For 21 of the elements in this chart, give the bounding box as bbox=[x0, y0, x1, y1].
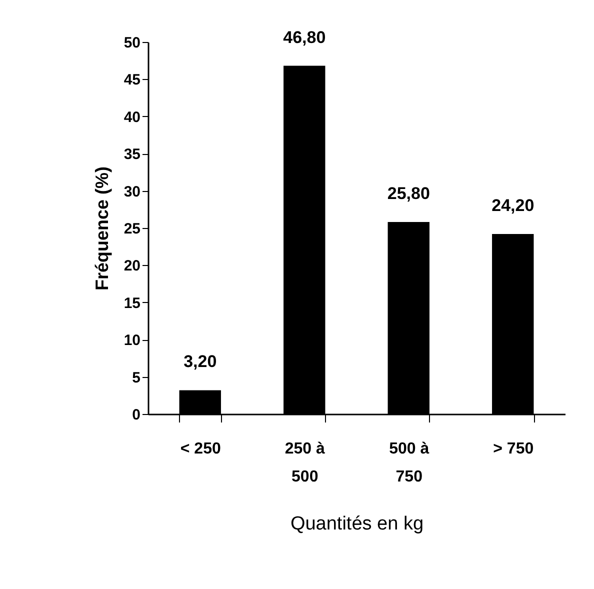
x-tick-label: < 250 bbox=[180, 440, 221, 458]
data-label: 3,20 bbox=[184, 352, 217, 372]
data-label: 46,80 bbox=[283, 28, 326, 47]
x-tick-label: 250 à 500 bbox=[284, 440, 325, 486]
y-tick-label: 40 bbox=[124, 108, 140, 126]
y-tick-label: 25 bbox=[124, 220, 140, 238]
x-tick-label: 500 à 750 bbox=[389, 440, 430, 486]
y-axis-title: Fréquence (%) bbox=[92, 166, 112, 291]
y-tick-label: 45 bbox=[124, 72, 140, 89]
y-tick-label: 35 bbox=[124, 146, 140, 164]
y-tick-label: 15 bbox=[124, 294, 140, 312]
data-label: 25,80 bbox=[387, 184, 430, 204]
y-tick-label: 30 bbox=[124, 183, 140, 200]
y-tick-label: 50 bbox=[124, 34, 140, 52]
y-tick-label: 10 bbox=[124, 332, 140, 350]
y-tick-label: 0 bbox=[132, 406, 140, 424]
x-axis-title: Quantités en kg bbox=[290, 514, 424, 534]
y-tick-label: 5 bbox=[132, 369, 140, 386]
data-label: 24,20 bbox=[492, 196, 534, 215]
x-tick-label: > 750 bbox=[493, 440, 534, 458]
y-tick-label: 20 bbox=[124, 258, 140, 275]
